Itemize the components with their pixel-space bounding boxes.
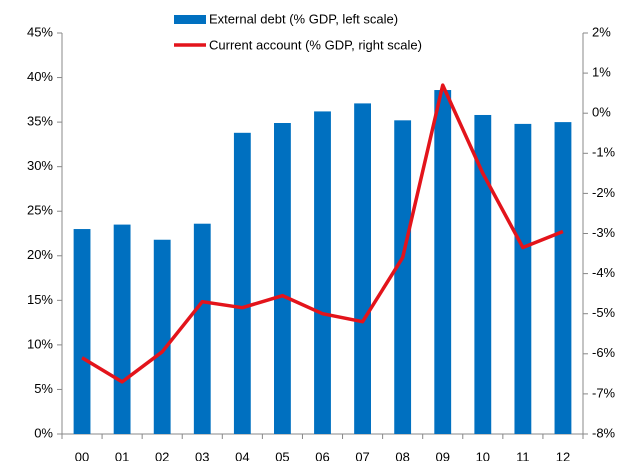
bar xyxy=(354,103,371,435)
y2-tick-label: -8% xyxy=(592,425,616,440)
y-tick-label: 15% xyxy=(27,292,53,307)
y2-tick-label: -2% xyxy=(592,185,616,200)
x-tick-label: 02 xyxy=(155,449,169,461)
bar xyxy=(153,239,171,434)
y2-tick-label: 0% xyxy=(592,105,611,120)
y-tick-label: 35% xyxy=(27,114,53,129)
bar xyxy=(434,90,452,434)
x-tick-label: 05 xyxy=(275,449,289,461)
y2-tick-label: -3% xyxy=(592,225,616,240)
x-tick-label: 07 xyxy=(355,449,369,461)
y-tick-label: 10% xyxy=(27,336,53,351)
x-tick-label: 10 xyxy=(476,449,490,461)
bar xyxy=(514,123,532,434)
y-tick-label: 0% xyxy=(34,425,53,440)
bar xyxy=(394,120,412,434)
legend-label: External debt (% GDP, left scale) xyxy=(209,11,398,26)
x-tick-label: 08 xyxy=(395,449,409,461)
bar xyxy=(474,114,492,434)
bar xyxy=(73,229,91,434)
y2-tick-label: -4% xyxy=(592,265,616,280)
y-tick-label: 30% xyxy=(27,158,53,173)
x-tick-label: 06 xyxy=(315,449,329,461)
line xyxy=(81,83,564,384)
bar xyxy=(193,223,211,434)
legend-label: Current account (% GDP, right scale) xyxy=(209,37,422,52)
y2-tick-label: 1% xyxy=(592,65,611,80)
y-tick-label: 5% xyxy=(34,381,53,396)
x-tick-label: 04 xyxy=(235,449,249,461)
x-tick-label: 01 xyxy=(115,449,129,461)
y-tick-label: 25% xyxy=(27,203,53,218)
y2-tick-label: -7% xyxy=(592,385,616,400)
x-tick-label: 00 xyxy=(75,449,89,461)
x-tick-label: 12 xyxy=(556,449,570,461)
bar xyxy=(554,122,572,434)
y2-tick-label: -5% xyxy=(592,305,616,320)
bar xyxy=(274,123,291,434)
x-tick-label: 03 xyxy=(195,449,209,461)
y2-tick-label: -1% xyxy=(592,145,616,160)
bar xyxy=(233,132,251,434)
y-tick-label: 40% xyxy=(27,69,53,84)
bar xyxy=(314,111,331,434)
bar xyxy=(113,224,131,434)
y2-tick-label: 2% xyxy=(592,24,611,39)
y-tick-label: 45% xyxy=(27,24,53,39)
legend-swatch xyxy=(174,15,206,24)
x-tick-label: 09 xyxy=(435,449,449,461)
y-tick-label: 20% xyxy=(27,247,53,262)
x-tick-label: 11 xyxy=(516,449,530,461)
y2-tick-label: -6% xyxy=(592,345,616,360)
